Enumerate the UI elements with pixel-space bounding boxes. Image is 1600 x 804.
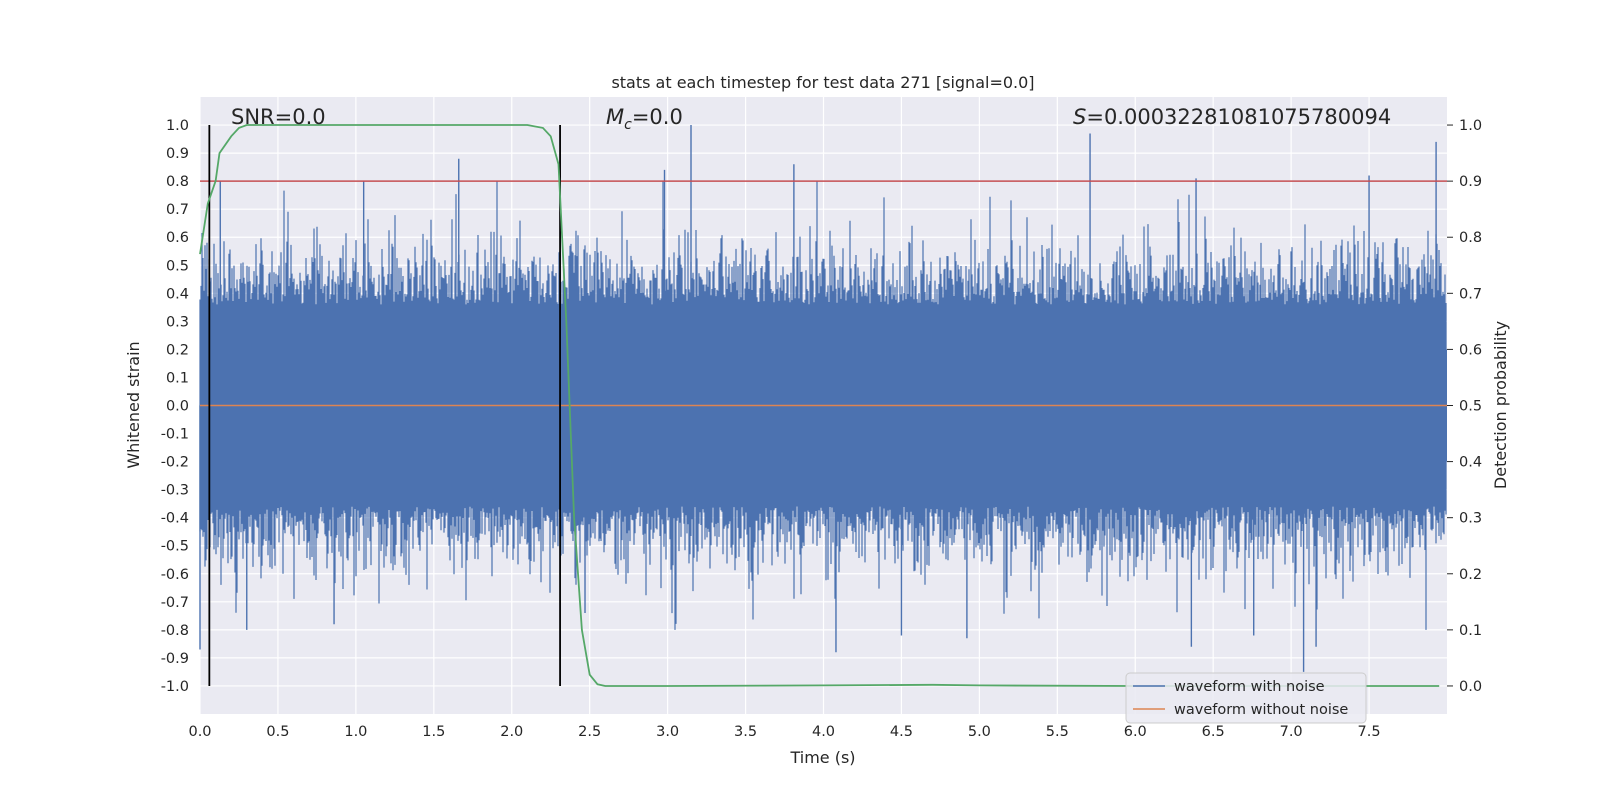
y-tick-label: 0.0: [166, 399, 189, 415]
x-axis-label: Time (s): [789, 748, 855, 767]
legend-box: [1125, 672, 1367, 724]
snr-annotation: SNR=0.0: [231, 105, 326, 129]
chirp-mass-symbol: M: [606, 105, 624, 129]
y-tick-label: -0.7: [161, 595, 189, 611]
x-tick-label: 1.5: [422, 724, 445, 740]
chirp-mass-subscript: c: [624, 117, 632, 133]
y-tick-label: 1.0: [166, 118, 189, 134]
x-tick-label: 7.5: [1358, 724, 1381, 740]
y-tick-label: 0.7: [166, 202, 189, 218]
y-tick-label: -0.1: [161, 427, 189, 443]
x-tick-label: 3.5: [734, 724, 757, 740]
y-tick-label: -0.2: [161, 455, 189, 471]
y-right-tick-label: 0.8: [1459, 230, 1482, 246]
s-annotation: S=0.00032281081075780094: [1073, 105, 1391, 129]
chirp-mass-annotation: Mc=0.0: [606, 105, 683, 133]
y-tick-label: -1.0: [161, 679, 189, 695]
x-tick-label: 4.5: [890, 724, 913, 740]
y-tick-label: -0.3: [161, 483, 189, 499]
x-tick-label: 0.5: [266, 724, 289, 740]
x-tick-label: 2.5: [578, 724, 601, 740]
x-tick-label: 4.0: [812, 724, 835, 740]
y-tick-label: 0.8: [166, 174, 189, 190]
y-right-tick-label: 0.9: [1459, 174, 1482, 190]
y-tick-label: -0.4: [161, 511, 189, 527]
x-tick-label: 3.0: [656, 724, 679, 740]
y-tick-label: 0.6: [166, 230, 189, 246]
legend-label-clean: waveform without noise: [1174, 702, 1348, 718]
y-tick-label: 0.5: [166, 258, 189, 274]
y-axis-label-left: Whitened strain: [124, 341, 143, 468]
s-symbol: S: [1073, 105, 1086, 129]
y-tick-label: 0.9: [166, 146, 189, 162]
y-right-tick-label: 0.2: [1459, 567, 1482, 583]
chart-title: stats at each timestep for test data 271…: [611, 73, 1034, 92]
x-tick-label: 2.0: [500, 724, 523, 740]
x-tick-label: 1.0: [344, 724, 367, 740]
y-right-tick-label: 0.7: [1459, 286, 1482, 302]
y-tick-label: -0.6: [161, 567, 189, 583]
s-value: =0.00032281081075780094: [1086, 105, 1391, 129]
y-right-tick-label: 1.0: [1459, 118, 1482, 134]
y-tick-label: 0.4: [166, 286, 189, 302]
y-right-tick-label: 0.3: [1459, 511, 1482, 527]
x-tick-label: 5.5: [1046, 724, 1069, 740]
x-tick-label: 0.0: [188, 724, 211, 740]
legend-label-noise: waveform with noise: [1174, 679, 1325, 695]
detection-probability-line: [199, 124, 1440, 687]
y-tick-label: 0.2: [166, 342, 189, 358]
y-axis-label-right: Detection probability: [1491, 321, 1510, 489]
x-tick-label: 6.0: [1124, 724, 1147, 740]
lines-layer: [199, 124, 1447, 687]
y-right-tick-label: 0.4: [1459, 455, 1482, 471]
chirp-mass-value: =0.0: [632, 105, 683, 129]
y-right-tick-label: 0.5: [1459, 399, 1482, 415]
ticks-layer: 0.0 0.5 1.0 1.5 2.0 2.5 3.0 3.5 4.0 4.5 5.0 5.5 6.0 6…: [161, 118, 1482, 740]
y-tick-label: -0.8: [161, 623, 189, 639]
x-tick-label: 5.0: [968, 724, 991, 740]
x-tick-label: 6.5: [1202, 724, 1225, 740]
y-tick-label: -0.5: [161, 539, 189, 555]
y-right-tick-label: 0.0: [1459, 679, 1482, 695]
y-tick-label: -0.9: [161, 651, 189, 667]
y-tick-label: 0.3: [166, 314, 189, 330]
x-tick-label: 7.0: [1280, 724, 1303, 740]
y-right-tick-label: 0.1: [1459, 623, 1482, 639]
legend: waveform with noise waveform without noi…: [1125, 672, 1367, 724]
y-right-tick-label: 0.6: [1459, 342, 1482, 358]
y-tick-label: 0.1: [166, 370, 189, 386]
